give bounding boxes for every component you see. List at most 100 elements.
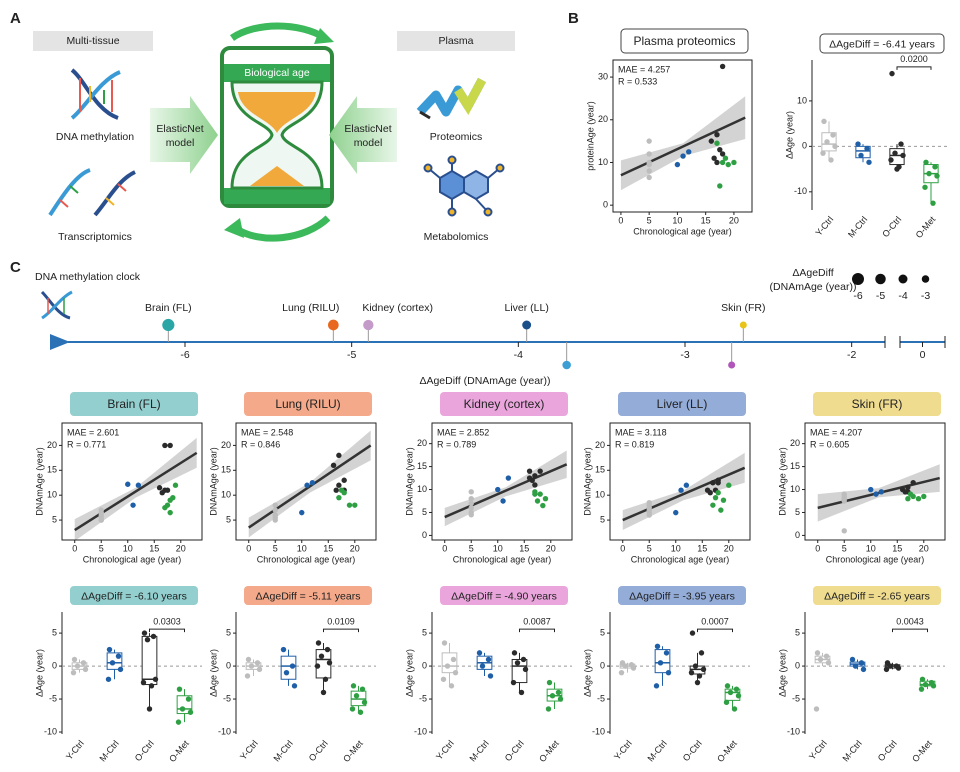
point bbox=[689, 630, 696, 636]
y-axis-label: ΔAge (year) bbox=[777, 649, 787, 697]
point bbox=[336, 452, 342, 459]
point bbox=[722, 155, 729, 161]
molecule-icon bbox=[423, 155, 505, 217]
x-axis-label: Chronological age (year) bbox=[453, 554, 552, 564]
point bbox=[692, 663, 699, 669]
rna-icon bbox=[48, 168, 136, 217]
x-tick-label: 5 bbox=[842, 543, 847, 553]
point bbox=[148, 683, 155, 689]
y-tick-label: -5 bbox=[792, 693, 800, 703]
annotation: MAE = 4.257 bbox=[618, 64, 670, 74]
point bbox=[680, 153, 686, 159]
y-axis-label: DNAmAge (year) bbox=[582, 447, 592, 516]
point bbox=[688, 669, 695, 676]
x-tick-label: 5 bbox=[647, 215, 652, 225]
point bbox=[902, 489, 908, 495]
point bbox=[244, 673, 251, 679]
point bbox=[828, 157, 834, 163]
molecule-icon bbox=[483, 207, 493, 217]
center-label: Biological age bbox=[244, 67, 310, 79]
y-tick-label: -5 bbox=[419, 693, 427, 703]
point bbox=[520, 656, 527, 663]
point bbox=[841, 498, 847, 504]
confidence-band bbox=[620, 96, 746, 191]
point bbox=[663, 650, 670, 656]
x-tick-label: 20 bbox=[724, 543, 734, 553]
point bbox=[646, 504, 652, 511]
point bbox=[135, 482, 142, 488]
point bbox=[646, 138, 652, 144]
point bbox=[898, 141, 904, 147]
point bbox=[930, 683, 937, 689]
axis-title: ΔAgeDiff (DNAmAge (year)) bbox=[419, 375, 550, 387]
point bbox=[532, 482, 538, 488]
x-tick-label: 10 bbox=[123, 543, 133, 553]
p-value: 0.0043 bbox=[896, 617, 924, 627]
y-tick-label: 15 bbox=[47, 465, 57, 475]
point bbox=[141, 630, 148, 636]
x-tick-label: 0 bbox=[618, 215, 623, 225]
point bbox=[727, 689, 734, 696]
point bbox=[932, 164, 938, 170]
point bbox=[900, 152, 906, 159]
point bbox=[444, 663, 451, 669]
point bbox=[468, 512, 474, 518]
category-label: Y-Ctrl bbox=[64, 738, 86, 761]
point bbox=[350, 683, 357, 689]
annotation: R = 0.605 bbox=[810, 439, 849, 449]
x-tick-label: 20 bbox=[729, 215, 739, 225]
point bbox=[622, 663, 629, 669]
category-label: Y-Ctrl bbox=[813, 214, 835, 237]
y-tick-label: 15 bbox=[595, 465, 605, 475]
point bbox=[333, 487, 339, 493]
point bbox=[707, 490, 713, 496]
point bbox=[532, 473, 538, 479]
x-axis-label: Chronological age (year) bbox=[633, 226, 732, 236]
point bbox=[717, 183, 723, 189]
chart-title: Plasma proteomics bbox=[633, 34, 735, 48]
marker-label: Skin (FR) bbox=[721, 302, 765, 314]
point bbox=[167, 442, 173, 449]
cycle-arrow bbox=[230, 22, 327, 42]
point bbox=[150, 633, 157, 640]
plot-area bbox=[248, 430, 372, 538]
model-text: model bbox=[354, 137, 383, 149]
molecule-icon bbox=[463, 169, 489, 201]
y-tick-label: 10 bbox=[221, 490, 231, 500]
y-tick-label: 15 bbox=[790, 461, 800, 471]
category-label: O-Met bbox=[167, 738, 191, 764]
y-tick-label: -5 bbox=[597, 693, 605, 703]
point bbox=[717, 146, 723, 153]
point bbox=[921, 493, 927, 500]
p-bracket bbox=[892, 628, 928, 633]
point bbox=[109, 660, 116, 666]
point bbox=[725, 161, 731, 168]
point bbox=[476, 650, 483, 656]
category-label: M-Ctrl bbox=[97, 738, 120, 763]
point bbox=[878, 489, 885, 495]
point bbox=[557, 696, 564, 702]
molecule-icon bbox=[447, 207, 457, 217]
x-tick-label: 15 bbox=[697, 543, 707, 553]
point bbox=[510, 679, 517, 686]
point bbox=[156, 485, 163, 491]
title-box bbox=[244, 392, 372, 416]
point bbox=[487, 673, 494, 679]
point bbox=[546, 679, 553, 686]
point bbox=[710, 480, 716, 486]
point bbox=[646, 168, 652, 174]
point bbox=[106, 646, 113, 653]
y-tick-label: -5 bbox=[49, 693, 57, 703]
y-tick-label: 0 bbox=[52, 660, 57, 670]
fit-line bbox=[248, 444, 372, 529]
category-label: O-Ctrl bbox=[133, 738, 156, 763]
legend-label: -6 bbox=[853, 290, 862, 302]
point bbox=[735, 693, 742, 699]
title-box bbox=[819, 33, 945, 54]
y-tick-label: 20 bbox=[595, 440, 605, 450]
point bbox=[731, 706, 738, 712]
point bbox=[646, 161, 652, 168]
marker bbox=[739, 321, 747, 329]
point bbox=[545, 706, 552, 712]
point bbox=[537, 491, 543, 497]
